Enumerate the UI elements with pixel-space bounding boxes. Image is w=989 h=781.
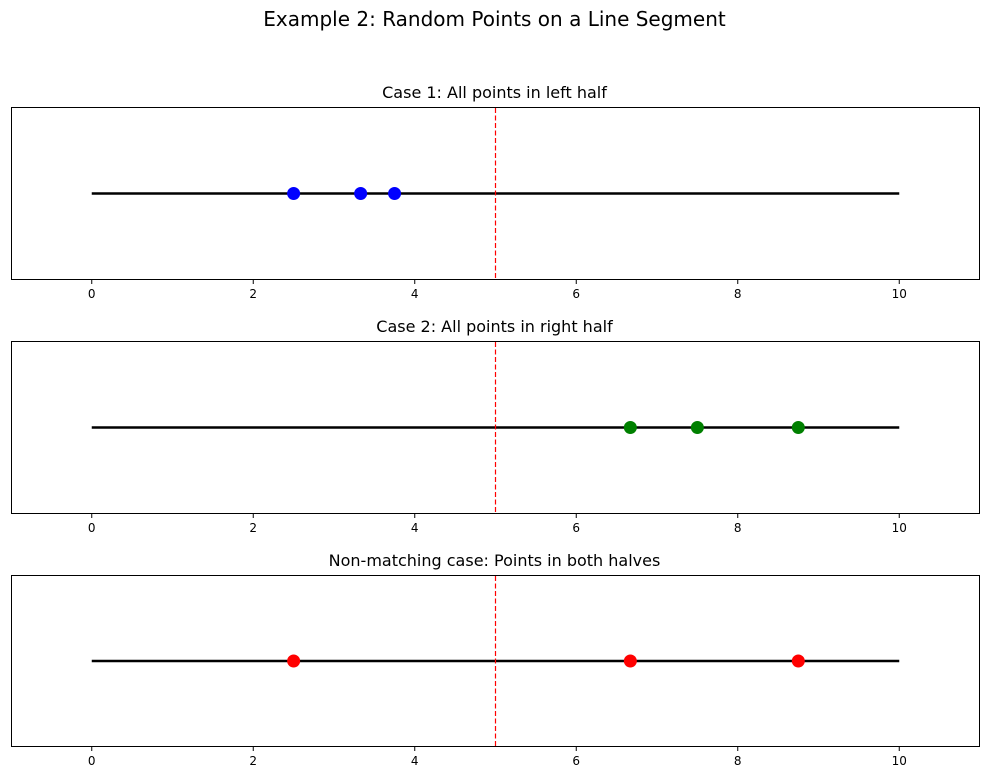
data-point bbox=[623, 421, 637, 434]
x-tick-label: 10 bbox=[892, 287, 907, 301]
axes-frame bbox=[11, 575, 980, 747]
panel-title: Case 2: All points in right half bbox=[376, 317, 613, 336]
x-tick-label: 8 bbox=[734, 287, 742, 301]
panel-title: Non-matching case: Points in both halves bbox=[329, 551, 661, 570]
x-tick-label: 0 bbox=[88, 521, 96, 535]
panel-case-1: Case 1: All points in left half 0 2 4 6 8 10 bbox=[11, 83, 980, 301]
x-tick-label: 4 bbox=[411, 287, 419, 301]
x-tick-label: 4 bbox=[411, 754, 419, 768]
x-tick-label: 2 bbox=[249, 754, 257, 768]
x-tick-label: 4 bbox=[411, 521, 419, 535]
data-point bbox=[287, 187, 301, 200]
data-point bbox=[690, 421, 704, 434]
panel-non-matching: Non-matching case: Points in both halves… bbox=[11, 551, 980, 768]
figure-title: Example 2: Random Points on a Line Segme… bbox=[263, 7, 726, 31]
data-point bbox=[287, 654, 301, 668]
panel-title: Case 1: All points in left half bbox=[382, 83, 607, 102]
axes-frame bbox=[11, 341, 980, 514]
x-tick-label: 8 bbox=[734, 521, 742, 535]
x-tick-label: 6 bbox=[572, 287, 580, 301]
x-tick-label: 6 bbox=[572, 754, 580, 768]
data-point bbox=[791, 421, 805, 434]
data-point bbox=[354, 187, 368, 200]
x-tick-label: 6 bbox=[572, 521, 580, 535]
x-tick-label: 10 bbox=[892, 754, 907, 768]
data-point bbox=[388, 187, 402, 200]
x-tick-label: 8 bbox=[734, 754, 742, 768]
x-tick-label: 10 bbox=[892, 521, 907, 535]
panel-case-2: Case 2: All points in right half 0 2 4 6 8 10 bbox=[11, 317, 980, 535]
axes-frame bbox=[11, 107, 980, 280]
x-tick-label: 0 bbox=[88, 287, 96, 301]
x-tick-label: 0 bbox=[88, 754, 96, 768]
data-point bbox=[791, 654, 805, 668]
x-tick-label: 2 bbox=[249, 287, 257, 301]
data-point bbox=[623, 654, 637, 668]
x-tick-label: 2 bbox=[249, 521, 257, 535]
